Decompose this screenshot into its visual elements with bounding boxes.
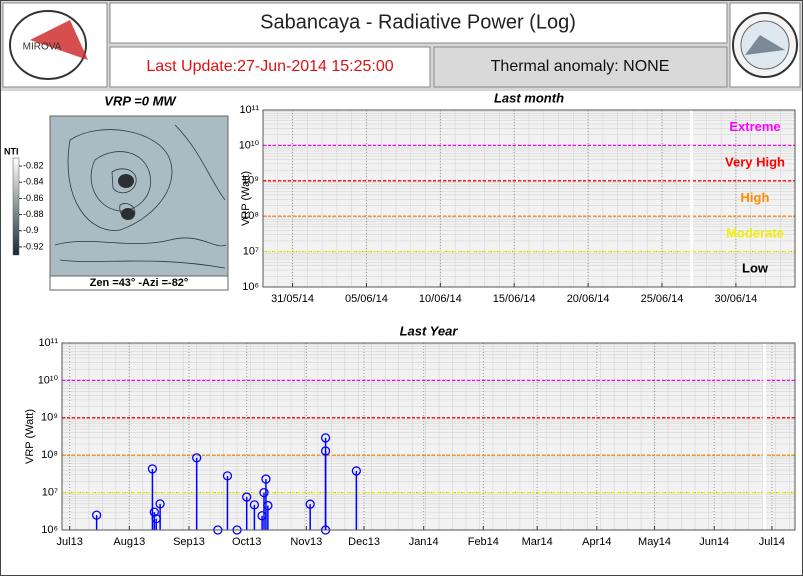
stem-marker: [351, 466, 362, 476]
update-cell: [109, 46, 431, 88]
hot-spot: [118, 174, 134, 188]
thermal-image: [49, 115, 229, 277]
thermal-anomaly: Thermal anomaly: NONE: [491, 58, 670, 75]
x-tick-label: 05/06/14: [345, 293, 388, 305]
hot-spot: [121, 208, 135, 220]
stem-marker: [91, 510, 102, 520]
stem-marker: [249, 500, 260, 510]
colorbar: [12, 157, 20, 256]
stem-marker: [147, 464, 158, 474]
x-tick-label: Aug13: [113, 536, 145, 548]
x-tick-label: Jul13: [57, 536, 83, 548]
x-tick-label: 20/06/14: [567, 293, 610, 305]
stem-marker: [305, 499, 315, 509]
x-tick-label: 31/05/14: [271, 293, 314, 305]
colorbar-tick-label: -0.86: [23, 193, 44, 203]
y-tick-label: 10⁶: [242, 281, 259, 293]
page-title: Sabancaya - Radiative Power (Log): [260, 11, 576, 33]
stem-marker: [155, 499, 165, 509]
colorbar-label: NTI: [4, 146, 19, 156]
y-tick-label: 10⁷: [243, 246, 259, 258]
last-update: Last Update:27-Jun-2014 15:25:00: [146, 58, 393, 75]
stem-marker: [192, 453, 202, 463]
colorbar-tick-label: -0.88: [23, 209, 44, 219]
y-tick-label: 10¹⁰: [38, 374, 59, 386]
plot-border: [262, 109, 796, 288]
x-tick-label: May14: [638, 536, 671, 548]
caption-box: [49, 275, 229, 291]
y-tick-label: 10⁸: [242, 210, 259, 222]
level-label: Extreme: [729, 119, 780, 134]
logo-right-shape: [745, 35, 785, 55]
x-tick-label: Sep13: [173, 536, 205, 548]
x-tick-label: Jan14: [409, 536, 439, 548]
level-label: Low: [742, 261, 769, 276]
y-axis-label: VRP (Watt): [24, 409, 36, 464]
chart-title: Last month: [494, 90, 564, 105]
image-caption: Zen =43° -Azi =-82°: [90, 277, 189, 289]
contours: [54, 124, 227, 269]
y-tick-label: 10⁸: [41, 449, 58, 461]
x-tick-label: Dec13: [348, 536, 380, 548]
colorbar-tick-label: -0.9: [23, 225, 39, 235]
stem-marker: [261, 474, 271, 484]
y-tick-label: 10⁷: [42, 487, 58, 499]
y-tick-label: 10⁶: [41, 524, 58, 536]
x-tick-label: Jul14: [759, 536, 785, 548]
y-tick-label: 10¹¹: [38, 337, 58, 349]
level-label: High: [741, 190, 770, 205]
x-tick-label: Jun14: [699, 536, 729, 548]
y-tick-label: 10⁹: [242, 175, 259, 187]
level-label: Very High: [725, 155, 785, 170]
image-title: VRP =0 MW: [104, 93, 177, 108]
stem-marker: [320, 433, 331, 443]
anomaly-cell: [433, 46, 728, 88]
x-tick-label: Apr14: [582, 536, 611, 548]
x-tick-label: 10/06/14: [419, 293, 462, 305]
x-tick-label: Feb14: [468, 536, 499, 548]
stem-marker: [320, 446, 331, 456]
x-tick-label: Mar14: [522, 536, 553, 548]
logo-left-shape: [30, 20, 88, 60]
y-tick-label: 10¹¹: [239, 104, 259, 116]
stem-marker: [259, 487, 269, 498]
colorbar-tick-label: -0.92: [23, 241, 44, 251]
chart-title: Last Year: [400, 323, 459, 338]
x-tick-label: 15/06/14: [493, 293, 536, 305]
stem-marker: [222, 471, 233, 481]
y-tick-label: 10¹⁰: [239, 139, 260, 151]
logo-text: MIROVA: [23, 42, 62, 53]
title-cell: [109, 2, 728, 44]
plot-border: [61, 342, 796, 531]
y-axis-label: VRP (Watt): [240, 171, 252, 226]
stem-marker: [242, 492, 252, 502]
x-tick-label: 25/06/14: [641, 293, 684, 305]
x-tick-label: Oct13: [232, 536, 261, 548]
y-tick-label: 10⁹: [41, 412, 58, 424]
x-tick-label: 30/06/14: [714, 293, 757, 305]
x-tick-label: Nov13: [290, 536, 322, 548]
stem-marker: [263, 500, 273, 511]
stem-marker: [149, 507, 159, 517]
colorbar-tick-label: -0.82: [23, 160, 44, 170]
level-label: Moderate: [726, 225, 784, 240]
plot-area: [61, 342, 796, 531]
colorbar-tick-label: -0.84: [23, 177, 44, 187]
